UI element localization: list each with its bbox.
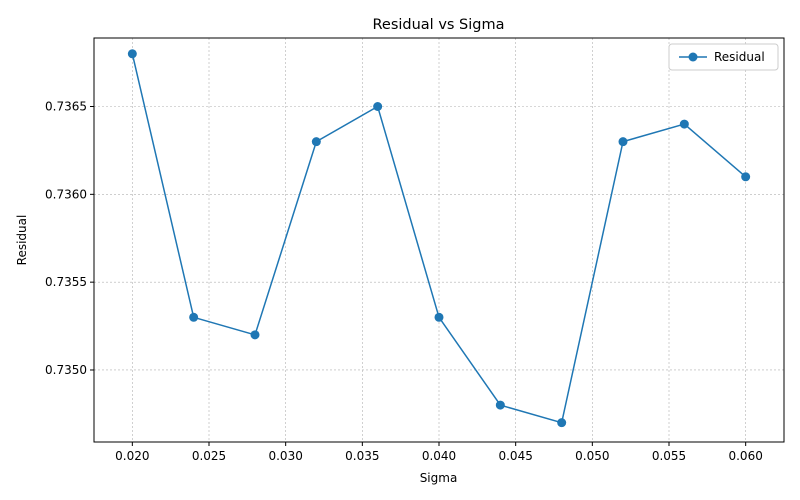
data-point bbox=[557, 418, 567, 428]
data-point bbox=[679, 119, 689, 129]
y-axis-label: Residual bbox=[15, 215, 29, 266]
series-layer bbox=[127, 49, 751, 428]
x-tick-label: 0.060 bbox=[728, 449, 762, 463]
data-point bbox=[250, 330, 260, 340]
y-tick-label: 0.7365 bbox=[45, 100, 87, 114]
x-tick-label: 0.050 bbox=[575, 449, 609, 463]
legend-frame bbox=[668, 43, 779, 71]
data-point bbox=[311, 137, 321, 147]
y-axis: 0.7350 0.7355 0.7360 0.7365 bbox=[45, 100, 94, 377]
data-point bbox=[434, 312, 444, 322]
legend-label: Residual bbox=[714, 50, 765, 64]
x-axis-label: Sigma bbox=[420, 471, 458, 485]
data-point bbox=[495, 400, 505, 410]
legend: Residual bbox=[668, 43, 779, 71]
y-tick-label: 0.7350 bbox=[45, 363, 87, 377]
y-tick-label: 0.7355 bbox=[45, 275, 87, 289]
x-tick-label: 0.020 bbox=[115, 449, 149, 463]
x-axis: 0.020 0.025 0.030 0.035 0.040 0.045 0.050 0.055… bbox=[115, 442, 763, 463]
x-tick-label: 0.040 bbox=[422, 449, 456, 463]
x-tick-label: 0.030 bbox=[268, 449, 302, 463]
x-tick-label: 0.025 bbox=[192, 449, 226, 463]
chart-title: Residual vs Sigma bbox=[372, 17, 504, 33]
data-point bbox=[127, 49, 137, 59]
grid bbox=[94, 38, 784, 442]
x-tick-label: 0.055 bbox=[652, 449, 686, 463]
data-point bbox=[618, 137, 628, 147]
x-tick-label: 0.045 bbox=[498, 449, 532, 463]
data-point bbox=[373, 102, 383, 112]
y-tick-label: 0.7360 bbox=[45, 187, 87, 201]
data-point bbox=[189, 312, 199, 322]
data-point bbox=[741, 172, 751, 182]
x-tick-label: 0.035 bbox=[345, 449, 379, 463]
legend-marker bbox=[688, 52, 698, 62]
